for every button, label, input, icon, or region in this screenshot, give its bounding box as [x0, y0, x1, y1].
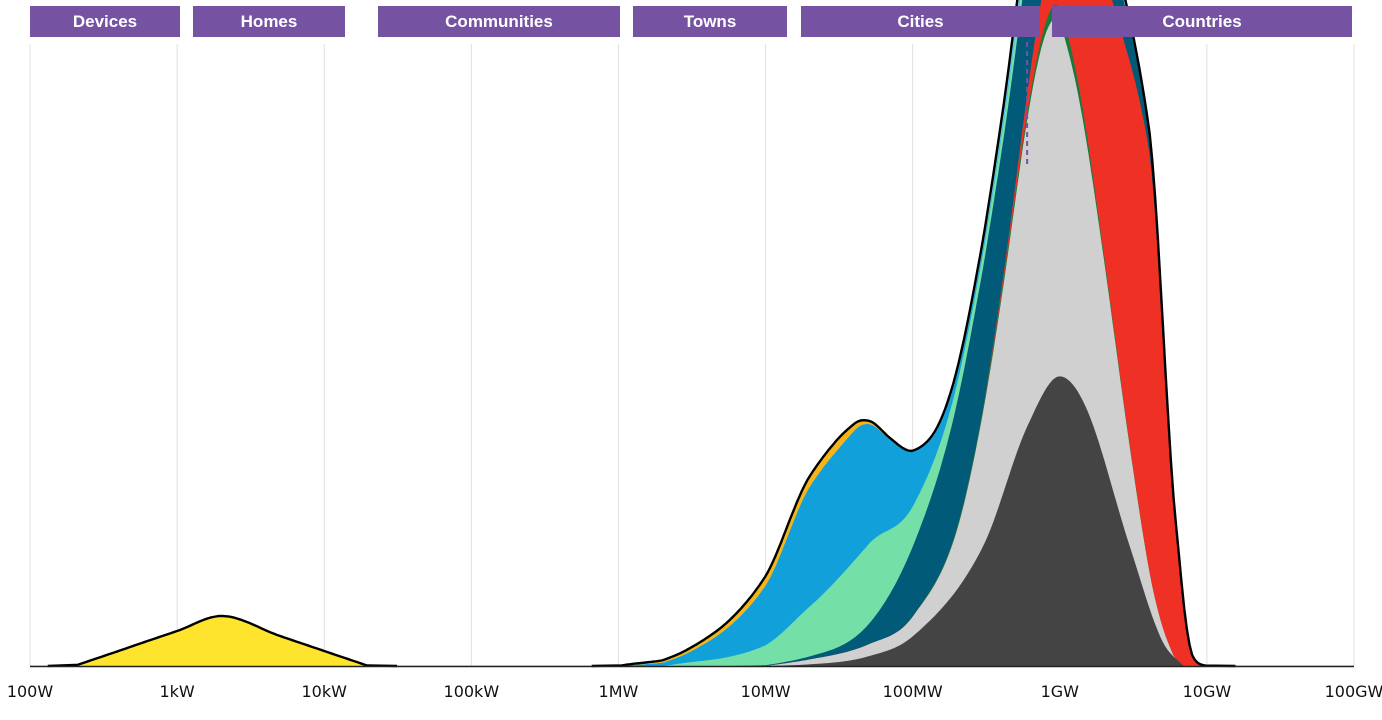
category-band-bg: [378, 6, 620, 37]
category-band-bg: [801, 6, 1040, 37]
envelope-outline: [47, 0, 1236, 668]
gridlines: [29, 44, 1355, 666]
series-area: [30, 0, 1354, 667]
category-band-bg: [1052, 6, 1352, 37]
x-axis: 100W 1kW 10kW 100kW 1MW 10MW 100MW 1GW 10GW 100GW: [7, 665, 1382, 701]
x-tick-label: 100W: [7, 682, 54, 701]
category-band: Cities: [801, 6, 1040, 37]
x-tick-label: 10kW: [301, 682, 347, 701]
category-label: Devices: [73, 12, 137, 31]
x-tick-label: 1GW: [1041, 682, 1080, 701]
category-label: Homes: [241, 12, 298, 31]
category-band: Devices: [30, 6, 180, 37]
category-band-bg: [30, 6, 180, 37]
x-tick-label: 10GW: [1183, 682, 1232, 701]
category-label: Towns: [684, 12, 737, 31]
envelope-line: [47, 614, 398, 668]
category-band: Countries: [1052, 6, 1352, 37]
x-tick-label: 100GW: [1325, 682, 1382, 701]
stacked-areas: [30, 0, 1354, 667]
x-tick-label: 1kW: [159, 682, 194, 701]
x-tick-label: 100kW: [444, 682, 500, 701]
category-label: Communities: [445, 12, 553, 31]
category-band: Communities: [378, 6, 620, 37]
category-bands: Devices Homes Communities Towns Cities Countr…: [30, 6, 1352, 37]
category-band-bg: [193, 6, 345, 37]
x-tick-label: 100MW: [883, 682, 943, 701]
category-band: Towns: [633, 6, 787, 37]
x-tick-label: 1MW: [599, 682, 639, 701]
x-tick-label: 10MW: [741, 682, 791, 701]
category-band-bg: [633, 6, 787, 37]
category-band: Homes: [193, 6, 345, 37]
envelope-line: [591, 0, 1236, 668]
category-label: Cities: [897, 12, 943, 31]
category-label: Countries: [1162, 12, 1241, 31]
